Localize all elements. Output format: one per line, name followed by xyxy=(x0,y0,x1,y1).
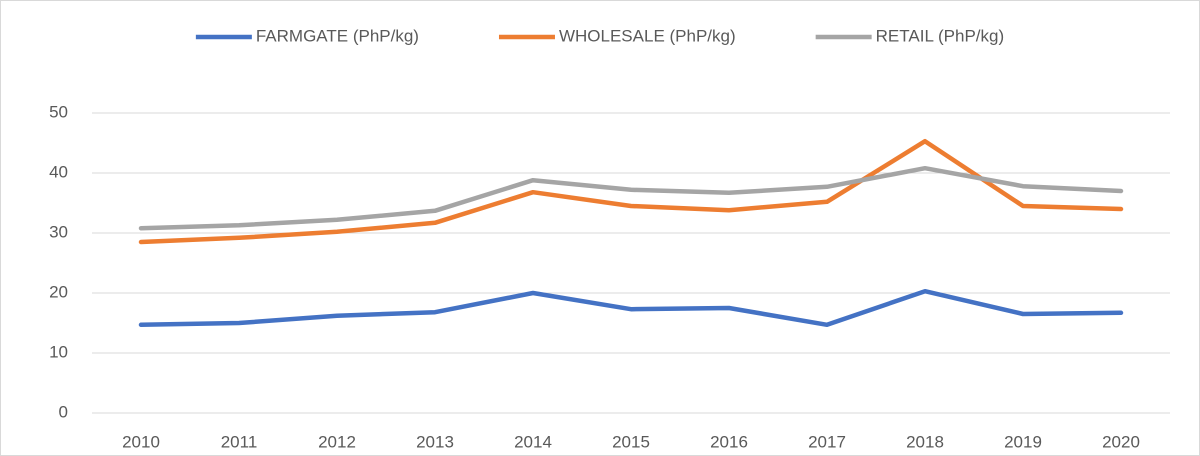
legend-label: FARMGATE (PhP/kg) xyxy=(256,26,419,45)
x-tick-label: 2020 xyxy=(1102,432,1140,451)
x-tick-label: 2010 xyxy=(122,432,160,451)
x-tick-label: 2011 xyxy=(221,432,258,451)
y-tick-label: 20 xyxy=(49,282,68,301)
legend-label: WHOLESALE (PhP/kg) xyxy=(559,26,736,45)
x-tick-label: 2019 xyxy=(1004,432,1042,451)
series-line xyxy=(138,165,1124,231)
x-tick-label: 2016 xyxy=(710,432,748,451)
series-line xyxy=(138,288,1124,328)
x-tick-label: 2013 xyxy=(416,432,454,451)
y-tick-label: 30 xyxy=(49,222,68,241)
x-tick-label: 2018 xyxy=(906,432,944,451)
y-tick-label: 10 xyxy=(49,342,68,361)
y-tick-label: 40 xyxy=(49,162,68,181)
x-tick-label: 2015 xyxy=(612,432,650,451)
x-tick-label: 2014 xyxy=(514,432,552,451)
y-tick-label: 50 xyxy=(49,102,68,121)
x-tick-label: 2012 xyxy=(318,432,356,451)
x-tick-label: 2017 xyxy=(808,432,846,451)
y-tick-label: 0 xyxy=(59,402,68,421)
series-line xyxy=(138,138,1124,245)
legend-label: RETAIL (PhP/kg) xyxy=(876,26,1004,45)
